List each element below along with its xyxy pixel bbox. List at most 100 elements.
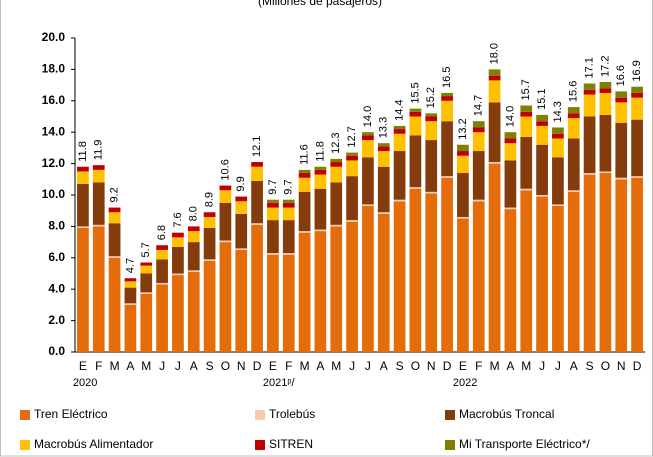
bar-segment [488, 80, 501, 103]
bar-segment [472, 201, 485, 352]
bar-segment [362, 135, 374, 141]
legend-swatch [445, 440, 455, 450]
bar-segment [457, 173, 469, 217]
value-label: 5.7 [140, 242, 152, 257]
x-tick-label: J [159, 359, 165, 373]
bar-segment [282, 202, 295, 208]
bar-segment [457, 155, 469, 174]
bar-segment [377, 146, 390, 152]
bar-segment [92, 226, 105, 352]
bar-segment [203, 227, 216, 260]
bar-segment [219, 202, 232, 241]
x-tick-label: M [521, 359, 531, 373]
value-label: 9.9 [235, 176, 247, 191]
bar-segment [187, 270, 200, 272]
bar-segment [251, 162, 263, 167]
x-tick-label: N [617, 359, 626, 373]
value-label: 14.0 [504, 106, 516, 127]
bar-segment [599, 171, 612, 174]
bar-segment [504, 138, 517, 144]
bar-segment [235, 196, 248, 202]
y-tick-label: 0.0 [48, 344, 65, 358]
bar-segment [187, 242, 200, 271]
bar-segment [488, 163, 501, 352]
x-tick-label: J [539, 359, 545, 373]
value-label: 16.5 [441, 67, 453, 88]
x-tick-label: E [79, 359, 87, 373]
bar-segment [425, 113, 438, 117]
legend-swatch [20, 410, 30, 420]
bar-segment [393, 133, 406, 152]
bar-segment [92, 165, 105, 170]
legend-label: SITREN [269, 437, 313, 451]
bar-segment [314, 188, 327, 230]
value-label: 9.7 [283, 179, 295, 194]
bar-segment [251, 180, 263, 224]
bar-segment [504, 209, 517, 352]
bar-segment [631, 92, 643, 98]
bar-segment [472, 199, 485, 202]
bar-segment [425, 140, 438, 192]
bar-segment [298, 232, 311, 352]
value-label: 12.7 [346, 126, 358, 147]
bar-segment [536, 195, 548, 197]
bar-segment [314, 229, 327, 232]
bar-segment [599, 114, 612, 172]
bar-segment [409, 111, 422, 117]
x-tick-label: M [141, 359, 151, 373]
bar-segment [631, 97, 643, 120]
bar-segment [92, 169, 105, 183]
bar-segment [172, 232, 184, 238]
bar-segment [314, 174, 327, 189]
bar-segment [599, 88, 612, 93]
legend-label: Mi Transporte Eléctrico*/ [459, 437, 590, 451]
y-tick-label: 12.0 [42, 156, 66, 170]
bar-segment [583, 173, 596, 175]
bar-segment [425, 193, 438, 352]
bar-segment [583, 94, 596, 117]
bar-segment [172, 273, 184, 276]
legend-label: Macrobús Alimentador [34, 437, 153, 451]
bar-segment [472, 132, 485, 152]
bar-segment [219, 240, 232, 243]
chart-subtitle: (Millones de pasajeros) [258, 0, 382, 8]
year-label: 2022 [453, 377, 477, 389]
bar-segment [362, 204, 374, 206]
bar-segment [631, 176, 643, 178]
bar-segment [219, 242, 232, 352]
bar-segment [393, 201, 406, 352]
bar-segment [108, 257, 121, 352]
bar-segment [282, 207, 295, 221]
bar-segment [203, 259, 216, 261]
x-tick-label: S [396, 359, 404, 373]
bar-segment [615, 122, 628, 178]
bar-segment [504, 132, 517, 139]
x-tick-label: J [349, 359, 355, 373]
bar-segment [140, 265, 153, 274]
bar-segment [583, 83, 596, 90]
bar-segment [488, 75, 501, 81]
bar-segment [124, 303, 137, 305]
bar-segment [631, 177, 643, 352]
bar-segment [346, 221, 358, 352]
bar-segment [457, 144, 469, 152]
legend-label: Trolebús [269, 407, 315, 421]
bar-segment [441, 121, 453, 177]
value-label: 18.0 [488, 43, 500, 64]
bar-segment [77, 184, 89, 227]
x-tick-label: A [380, 359, 388, 373]
bar-segment [330, 182, 343, 225]
bar-segment [140, 262, 153, 266]
bar-segment [108, 223, 121, 257]
legend-swatch [20, 440, 30, 450]
bar-segment [298, 173, 311, 178]
bar-segment [282, 199, 295, 203]
bar-segment [124, 281, 137, 288]
bar-segment [298, 191, 311, 232]
x-tick-label: F [475, 359, 482, 373]
x-tick-label: A [126, 359, 134, 373]
value-label: 11.8 [314, 141, 326, 162]
bar-segment [314, 169, 327, 175]
bar-segment [536, 196, 548, 352]
